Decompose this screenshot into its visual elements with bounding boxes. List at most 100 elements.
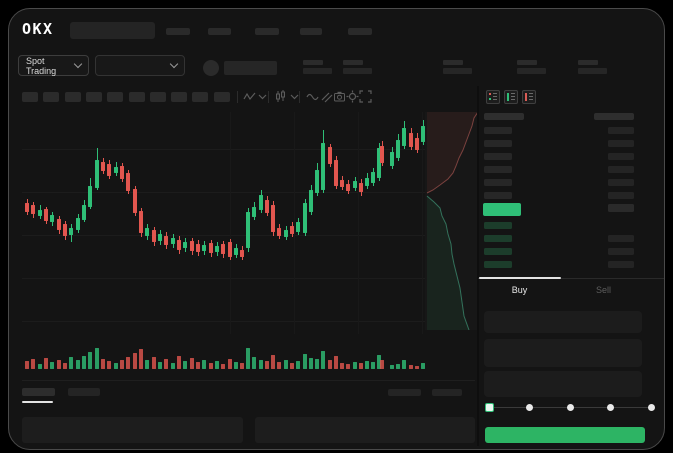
- candle-body: [265, 200, 269, 213]
- candle-body: [50, 215, 54, 222]
- stat-label-skeleton: [578, 60, 598, 65]
- stat-label-skeleton: [343, 60, 363, 65]
- candle-body: [215, 246, 219, 252]
- compare-lines-icon[interactable]: [320, 90, 333, 103]
- amount-input[interactable]: [484, 339, 642, 367]
- volume-bar: [321, 351, 325, 369]
- search-input[interactable]: [70, 22, 155, 39]
- candle-body: [246, 212, 250, 248]
- bottom-tab-open-orders[interactable]: [22, 388, 55, 396]
- volume-bar: [95, 348, 99, 369]
- market-type-label: Spot Trading: [26, 55, 57, 76]
- candle-body: [25, 203, 29, 212]
- timeframe-button-skeleton[interactable]: [85, 92, 102, 102]
- fullscreen-expand-icon[interactable]: [359, 90, 372, 103]
- volume-bar: [234, 362, 238, 369]
- price-input[interactable]: [484, 311, 642, 333]
- timeframe-button-skeleton[interactable]: [213, 92, 230, 102]
- bid-row-skeleton: [608, 261, 634, 268]
- timeframe-button-skeleton[interactable]: [192, 92, 209, 102]
- volume-bar: [88, 352, 92, 369]
- orderbook-col-header-left: [484, 113, 524, 120]
- timeframe-button-skeleton[interactable]: [22, 92, 38, 102]
- volume-bar: [340, 363, 344, 369]
- bottom-tab-order-history[interactable]: [68, 388, 100, 396]
- candle-body: [38, 210, 42, 216]
- candle-body: [69, 228, 73, 235]
- volume-bar: [202, 360, 206, 369]
- volume-bar: [277, 362, 281, 369]
- candle-style-icon[interactable]: [274, 90, 287, 103]
- gridline-v: [358, 112, 359, 334]
- gridline-h: [22, 149, 426, 150]
- indicators-wave-icon[interactable]: [306, 90, 319, 103]
- bottom-action-skeleton-1[interactable]: [388, 389, 421, 396]
- candle-body: [353, 181, 357, 188]
- candle-body: [321, 143, 325, 190]
- orderbook-sell-side-icon[interactable]: [522, 90, 536, 104]
- candle-body: [228, 242, 232, 257]
- orderbook-buy-side-icon[interactable]: [504, 90, 518, 104]
- volume-bar: [415, 366, 419, 369]
- candle-body: [290, 226, 294, 234]
- chevron-down-icon[interactable]: [290, 94, 303, 107]
- orderbook-both-sides-icon[interactable]: [486, 90, 500, 104]
- ask-row-skeleton: [484, 166, 512, 173]
- volume-bar: [114, 363, 118, 369]
- nav-item-skeleton[interactable]: [166, 28, 190, 35]
- candle-body: [303, 203, 307, 233]
- volume-bar: [402, 360, 406, 369]
- okx-logo: OKX: [22, 20, 54, 38]
- gridline-v: [422, 112, 423, 334]
- camera-snapshot-icon[interactable]: [333, 90, 346, 103]
- bottom-action-skeleton-2[interactable]: [432, 389, 462, 396]
- nav-item-skeleton[interactable]: [348, 28, 372, 35]
- candle-body: [240, 250, 244, 257]
- timeframe-button-skeleton[interactable]: [128, 92, 145, 102]
- indicator-zigzag-icon[interactable]: [243, 90, 256, 103]
- settings-gear-icon[interactable]: [346, 90, 359, 103]
- bid-row-skeleton: [608, 235, 634, 242]
- slider-stop[interactable]: [566, 403, 574, 411]
- timeframe-button-skeleton[interactable]: [107, 92, 124, 102]
- volume-bar: [353, 362, 357, 369]
- volume-bar: [57, 360, 61, 369]
- timeframe-button-skeleton[interactable]: [43, 92, 60, 102]
- volume-bar: [365, 361, 369, 369]
- tab-sell[interactable]: Sell: [595, 285, 611, 295]
- nav-item-skeleton[interactable]: [208, 28, 231, 35]
- slider-stop[interactable]: [607, 403, 614, 411]
- chevron-down-icon[interactable]: [258, 94, 271, 107]
- ask-row-skeleton: [484, 179, 512, 186]
- nav-item-skeleton[interactable]: [300, 28, 322, 35]
- slider-handle-active[interactable]: [484, 402, 494, 412]
- pair-selector-dropdown[interactable]: [95, 55, 185, 76]
- candle-body: [202, 245, 206, 251]
- volume-bar: [409, 365, 413, 369]
- volume-bar: [177, 356, 181, 369]
- volume-bar: [290, 363, 294, 369]
- buy-button[interactable]: [485, 427, 645, 443]
- candle-body: [120, 166, 124, 179]
- market-type-dropdown[interactable]: Spot Trading: [18, 55, 89, 76]
- bid-row-skeleton: [484, 222, 512, 229]
- gridline-h: [22, 192, 426, 193]
- timeframe-button-skeleton[interactable]: [149, 92, 166, 102]
- slider-stop[interactable]: [647, 403, 655, 411]
- nav-item-skeleton[interactable]: [255, 28, 279, 35]
- volume-bar: [76, 360, 80, 369]
- ask-row-skeleton: [608, 153, 634, 160]
- candle-body: [328, 147, 332, 164]
- candle-body: [402, 128, 406, 146]
- total-input[interactable]: [484, 371, 642, 397]
- slider-stop[interactable]: [526, 403, 533, 411]
- candle-body: [63, 224, 67, 236]
- candlestick-chart[interactable]: [22, 112, 426, 334]
- ask-row-skeleton: [484, 140, 512, 147]
- timeframe-button-skeleton[interactable]: [64, 92, 81, 102]
- timeframe-button-skeleton[interactable]: [171, 92, 188, 102]
- volume-bar: [126, 357, 130, 369]
- tab-buy[interactable]: Buy: [511, 285, 528, 295]
- volume-bar: [328, 360, 332, 369]
- candle-body: [296, 222, 300, 232]
